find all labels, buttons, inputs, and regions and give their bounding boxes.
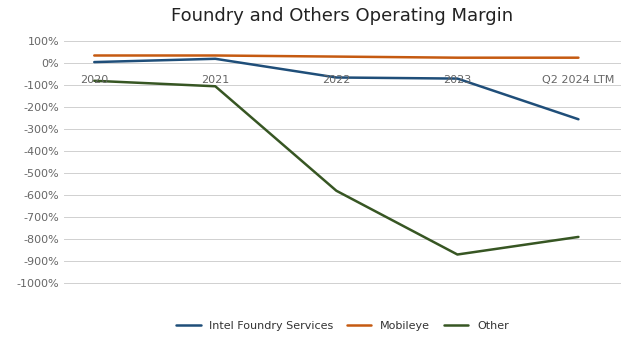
Other [333, 189, 340, 193]
Intel Foundry Services [211, 57, 219, 61]
Mobileye [211, 53, 219, 57]
Text: 2021: 2021 [201, 75, 229, 85]
Mobileye [333, 55, 340, 59]
Text: 2020: 2020 [80, 75, 108, 85]
Intel Foundry Services [575, 117, 582, 121]
Mobileye [454, 56, 461, 60]
Intel Foundry Services [333, 75, 340, 80]
Mobileye [90, 53, 98, 57]
Mobileye [575, 56, 582, 60]
Line: Mobileye: Mobileye [94, 55, 579, 58]
Text: 2023: 2023 [444, 75, 472, 85]
Title: Foundry and Others Operating Margin: Foundry and Others Operating Margin [172, 7, 513, 25]
Other [90, 79, 98, 83]
Intel Foundry Services [90, 60, 98, 64]
Text: Q2 2024 LTM: Q2 2024 LTM [542, 75, 614, 85]
Line: Other: Other [94, 81, 579, 255]
Line: Intel Foundry Services: Intel Foundry Services [94, 59, 579, 119]
Intel Foundry Services [454, 76, 461, 81]
Other [454, 253, 461, 257]
Text: 2022: 2022 [322, 75, 351, 85]
Other [575, 235, 582, 239]
Legend: Intel Foundry Services, Mobileye, Other: Intel Foundry Services, Mobileye, Other [172, 316, 513, 335]
Other [211, 84, 219, 88]
